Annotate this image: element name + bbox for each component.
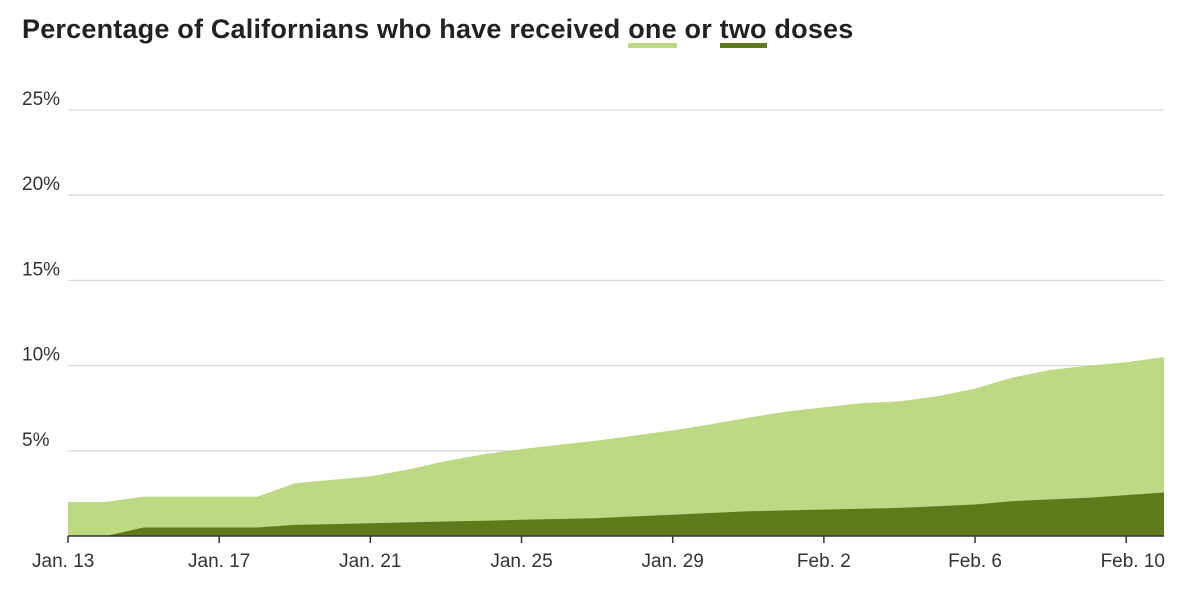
y-tick-label: 20% xyxy=(22,174,60,195)
chart-title: Percentage of Californians who have rece… xyxy=(22,14,854,49)
x-tick-label: Jan. 29 xyxy=(642,551,704,572)
chart-areas xyxy=(68,357,1164,536)
y-tick-label: 15% xyxy=(22,259,60,280)
area-series-two xyxy=(68,492,1164,536)
title-suffix: doses xyxy=(766,14,854,44)
x-tick-label: Jan. 21 xyxy=(339,551,401,572)
x-tick-label: Jan. 17 xyxy=(188,551,250,572)
title-two-legend: two xyxy=(719,15,767,49)
x-tick-label: Feb. 10 xyxy=(1101,551,1165,572)
x-tick-label: Jan. 25 xyxy=(490,551,552,572)
y-tick-label: 25% xyxy=(22,89,60,110)
title-middle: or xyxy=(676,14,720,44)
x-tick-label: Jan. 13 xyxy=(32,551,94,572)
title-one-legend: one xyxy=(628,15,677,49)
y-tick-label: 5% xyxy=(22,430,50,451)
x-tick-label: Feb. 6 xyxy=(948,551,1002,572)
title-prefix: Percentage of Californians who have rece… xyxy=(22,14,629,44)
x-axis: Jan. 13 Jan. 17 Jan. 21 Jan. 25 Jan. 29 Feb. … xyxy=(32,535,1165,572)
x-tick-label: Feb. 2 xyxy=(797,551,851,572)
y-axis-ticks: 5% 10% 15% 20% 25% xyxy=(22,89,60,451)
y-tick-label: 10% xyxy=(22,345,60,366)
area-series-one xyxy=(68,357,1164,536)
